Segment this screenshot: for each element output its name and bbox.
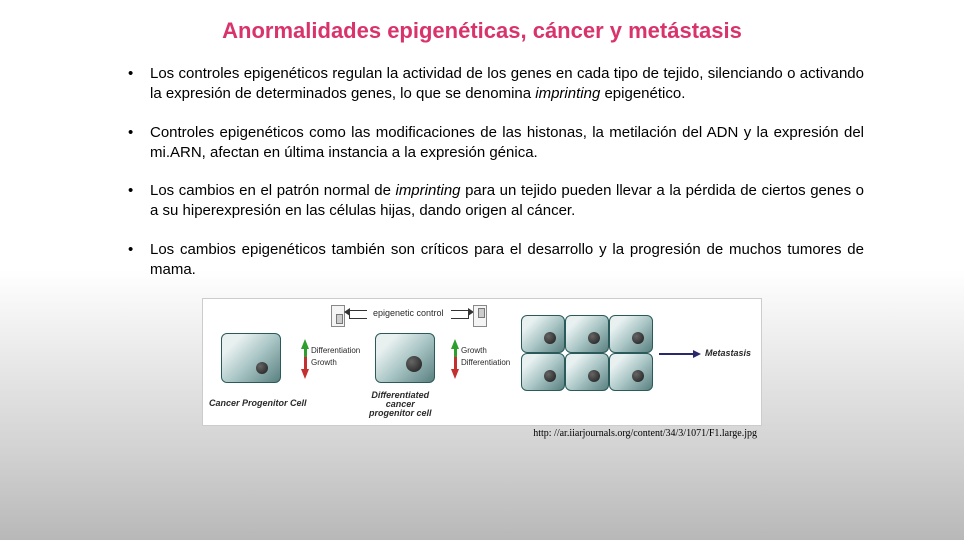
bullet-2: Controles epigenéticos como las modifica… <box>150 123 864 164</box>
tumor-cell-icon <box>521 353 565 391</box>
bullet-3: Los cambios en el patrón normal de impri… <box>150 181 864 222</box>
diagram: epigenetic control Cancer Progenitor Cel… <box>202 298 762 426</box>
red-down-arrow-icon <box>301 369 309 379</box>
progenitor-label: Cancer Progenitor Cell <box>209 399 307 408</box>
tumor-cell-icon <box>521 315 565 353</box>
diff-cell-icon <box>375 333 435 383</box>
red-down-arrow-icon <box>451 369 459 379</box>
growth1-label: Growth <box>311 359 337 367</box>
tumor-cell-icon <box>565 315 609 353</box>
growth2-label: Growth <box>461 347 487 355</box>
green-up-arrow-icon <box>301 339 309 349</box>
diff2-label: Differentiation <box>461 359 510 367</box>
progenitor-cell-icon <box>221 333 281 383</box>
tumor-cell-icon <box>609 315 653 353</box>
metastasis-label: Metastasis <box>705 349 751 358</box>
green-up-arrow-icon <box>451 339 459 349</box>
tumor-cell-icon <box>609 353 653 391</box>
bullet-list: Los controles epigenéticos regulan la ac… <box>60 64 904 280</box>
slide-title: Anormalidades epigenéticas, cáncer y met… <box>60 18 904 44</box>
bullet-1: Los controles epigenéticos regulan la ac… <box>150 64 864 105</box>
switch-icon <box>473 305 487 327</box>
flow-arrow-icon <box>659 353 699 355</box>
diff1-label: Differentiation <box>311 347 360 355</box>
diffcell-label: Differentiated cancer progenitor cell <box>369 391 432 418</box>
epigenetic-label: epigenetic control <box>373 309 444 318</box>
source-url: http: //ar.iiarjournals.org/content/34/3… <box>533 428 757 439</box>
tumor-cell-icon <box>565 353 609 391</box>
outline-arrow-left-icon <box>349 310 367 319</box>
outline-arrow-right-icon <box>451 310 469 319</box>
switch-icon <box>331 305 345 327</box>
bullet-4: Los cambios epigenéticos también son crí… <box>150 240 864 281</box>
